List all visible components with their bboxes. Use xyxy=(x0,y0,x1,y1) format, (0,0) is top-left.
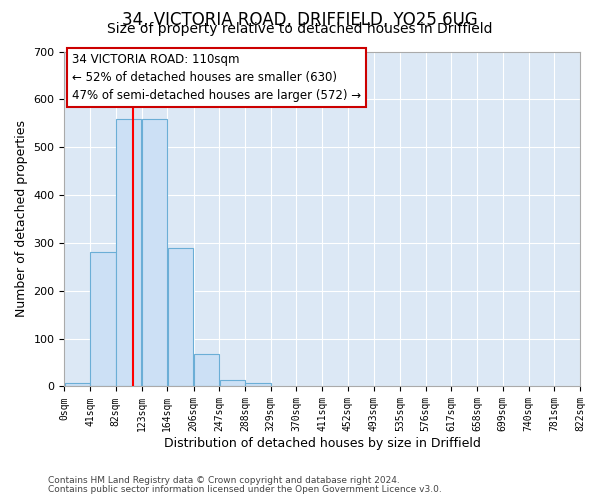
Bar xyxy=(220,380,245,386)
Bar xyxy=(194,354,219,386)
Bar xyxy=(65,382,90,386)
Text: 34 VICTORIA ROAD: 110sqm
← 52% of detached houses are smaller (630)
47% of semi-: 34 VICTORIA ROAD: 110sqm ← 52% of detach… xyxy=(72,53,361,102)
X-axis label: Distribution of detached houses by size in Driffield: Distribution of detached houses by size … xyxy=(164,437,481,450)
Y-axis label: Number of detached properties: Number of detached properties xyxy=(15,120,28,318)
Text: Size of property relative to detached houses in Driffield: Size of property relative to detached ho… xyxy=(107,22,493,36)
Text: Contains public sector information licensed under the Open Government Licence v3: Contains public sector information licen… xyxy=(48,485,442,494)
Bar xyxy=(116,120,141,386)
Bar xyxy=(142,120,167,386)
Text: Contains HM Land Registry data © Crown copyright and database right 2024.: Contains HM Land Registry data © Crown c… xyxy=(48,476,400,485)
Bar xyxy=(245,382,271,386)
Bar xyxy=(167,248,193,386)
Bar xyxy=(91,252,116,386)
Text: 34, VICTORIA ROAD, DRIFFIELD, YO25 6UG: 34, VICTORIA ROAD, DRIFFIELD, YO25 6UG xyxy=(122,11,478,29)
